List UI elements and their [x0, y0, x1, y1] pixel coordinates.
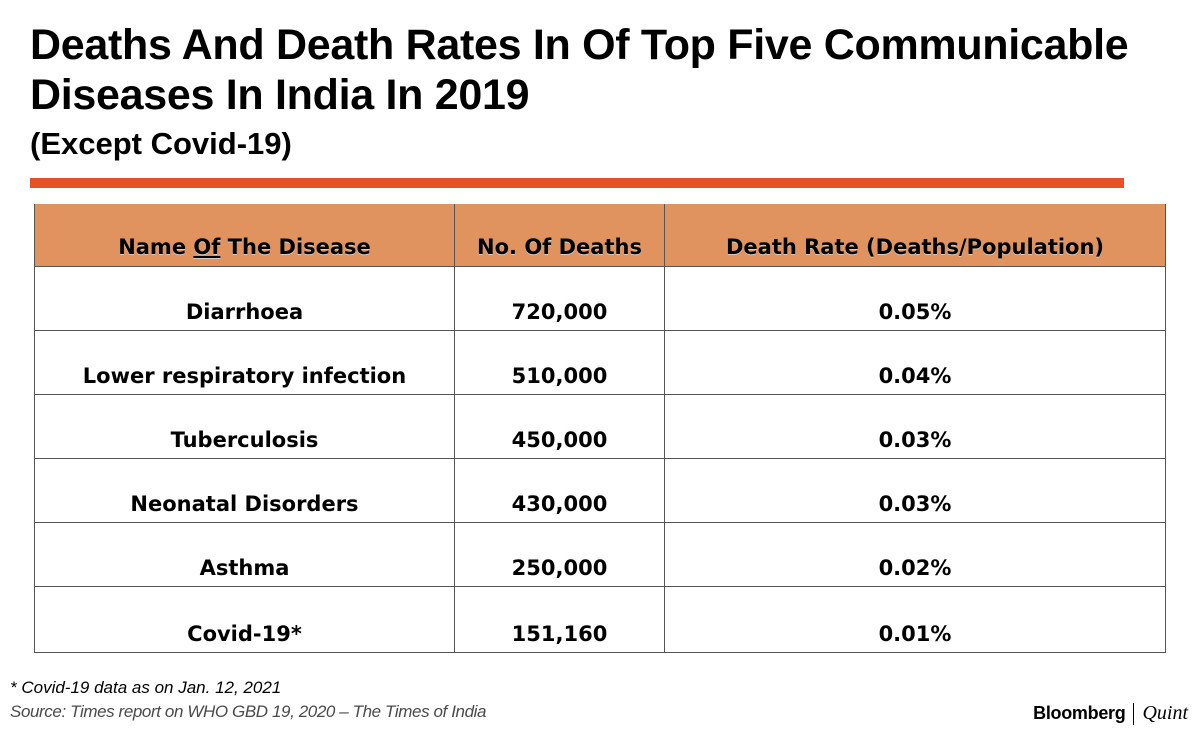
cell-rate: 0.04%	[664, 329, 1166, 395]
header-deaths: No. Of Deaths	[454, 204, 665, 266]
cell-disease: Lower respiratory infection	[34, 329, 455, 395]
chart-title: Deaths And Death Rates In Of Top Five Co…	[30, 21, 1129, 119]
cell-rate: 0.03%	[664, 457, 1166, 523]
data-table: Name Of The Disease No. Of Deaths Death …	[34, 204, 1166, 653]
table-row: Diarrhoea 720,000 0.05%	[34, 265, 1166, 331]
cell-rate: 0.02%	[664, 521, 1166, 587]
table-row: Neonatal Disorders 430,000 0.03%	[34, 457, 1166, 523]
footnote: * Covid-19 data as on Jan. 12, 2021	[10, 678, 282, 697]
header-disease: Name Of The Disease	[34, 204, 455, 266]
cell-rate: 0.03%	[664, 393, 1166, 459]
cell-disease: Covid-19*	[34, 585, 455, 653]
header-disease-underlined: Of	[193, 234, 221, 259]
brand-secondary: Quint	[1142, 702, 1188, 724]
brand-divider	[1133, 702, 1135, 725]
header-rate: Death Rate (Deaths/Population)	[664, 204, 1166, 266]
cell-rate: 0.01%	[664, 585, 1166, 653]
source-note: Source: Times report on WHO GBD 19, 2020…	[10, 702, 487, 721]
cell-deaths: 450,000	[454, 393, 665, 459]
cell-deaths: 151,160	[454, 585, 665, 653]
cell-rate: 0.05%	[664, 265, 1166, 331]
cell-disease: Neonatal Disorders	[34, 457, 455, 523]
brand-logo: Bloomberg Quint	[1033, 702, 1188, 725]
cell-disease: Asthma	[34, 521, 455, 587]
chart-subtitle: (Except Covid-19)	[30, 126, 292, 161]
cell-deaths: 430,000	[454, 457, 665, 523]
table-header-row: Name Of The Disease No. Of Deaths Death …	[34, 204, 1166, 266]
table-row: Tuberculosis 450,000 0.03%	[34, 393, 1166, 459]
cell-deaths: 720,000	[454, 265, 665, 331]
brand-primary: Bloomberg	[1033, 703, 1126, 723]
accent-rule	[30, 178, 1124, 188]
cell-disease: Tuberculosis	[34, 393, 455, 459]
table-row: Lower respiratory infection 510,000 0.04…	[34, 329, 1166, 395]
cell-deaths: 250,000	[454, 521, 665, 587]
header-disease-suffix: The Disease	[220, 234, 371, 259]
header-disease-prefix: Name	[118, 234, 194, 259]
cell-disease: Diarrhoea	[34, 265, 455, 331]
cell-deaths: 510,000	[454, 329, 665, 395]
table-row: Covid-19* 151,160 0.01%	[34, 585, 1166, 653]
table-row: Asthma 250,000 0.02%	[34, 521, 1166, 587]
